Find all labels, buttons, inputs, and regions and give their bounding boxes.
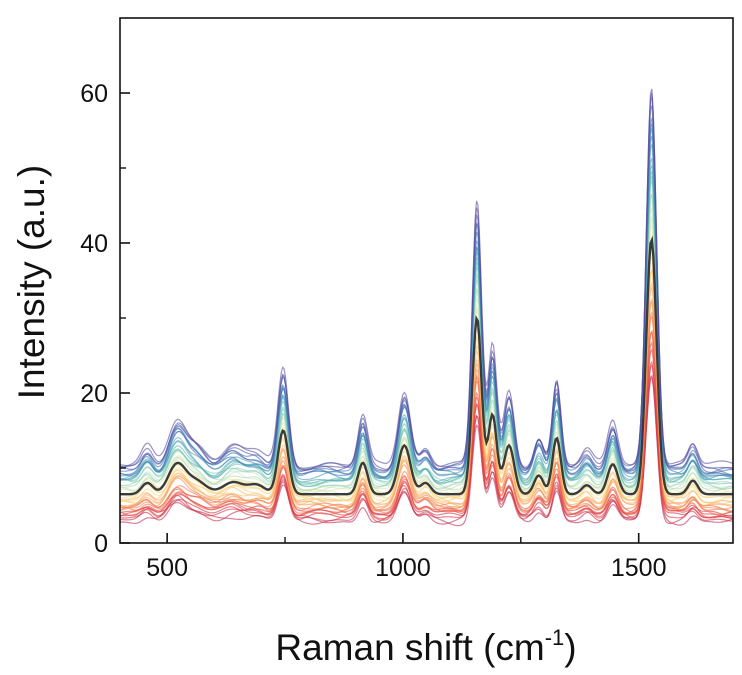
- axis-ticks: 500 1000 1500 0 20 40 60: [80, 80, 666, 582]
- spectrum-series-line: [120, 157, 733, 483]
- spectrum-series-line: [120, 360, 733, 522]
- y-tick-label: 20: [80, 380, 108, 408]
- mean-spectrum-line: [120, 235, 733, 496]
- x-tick-label: 500: [146, 554, 188, 582]
- spectrum-series-line: [120, 245, 733, 502]
- spectra-series-group: [120, 88, 733, 527]
- spectrum-series-line: [120, 299, 733, 511]
- spectrum-series-line: [120, 330, 733, 515]
- y-tick-label: 60: [80, 80, 108, 108]
- y-axis-title: Intensity (a.u.): [11, 165, 52, 399]
- x-tick-label: 1500: [611, 554, 667, 582]
- x-tick-label: 1000: [375, 554, 431, 582]
- spectrum-series-line: [120, 376, 733, 527]
- plot-frame: [119, 17, 734, 544]
- mean-spectrum-group: [120, 235, 733, 496]
- x-axis-title: Raman shift (cm-1): [275, 625, 576, 668]
- spectrum-series-line: [120, 88, 733, 471]
- spectrum-series-line: [120, 92, 733, 472]
- spectrum-series-line: [120, 194, 733, 491]
- y-tick-label: 40: [80, 230, 108, 258]
- y-tick-label: 0: [94, 530, 108, 558]
- spectrum-series-line: [120, 207, 733, 494]
- spectrum-series-line: [120, 128, 733, 479]
- spectrum-series-line: [120, 165, 733, 485]
- spectrum-series-line: [120, 340, 733, 520]
